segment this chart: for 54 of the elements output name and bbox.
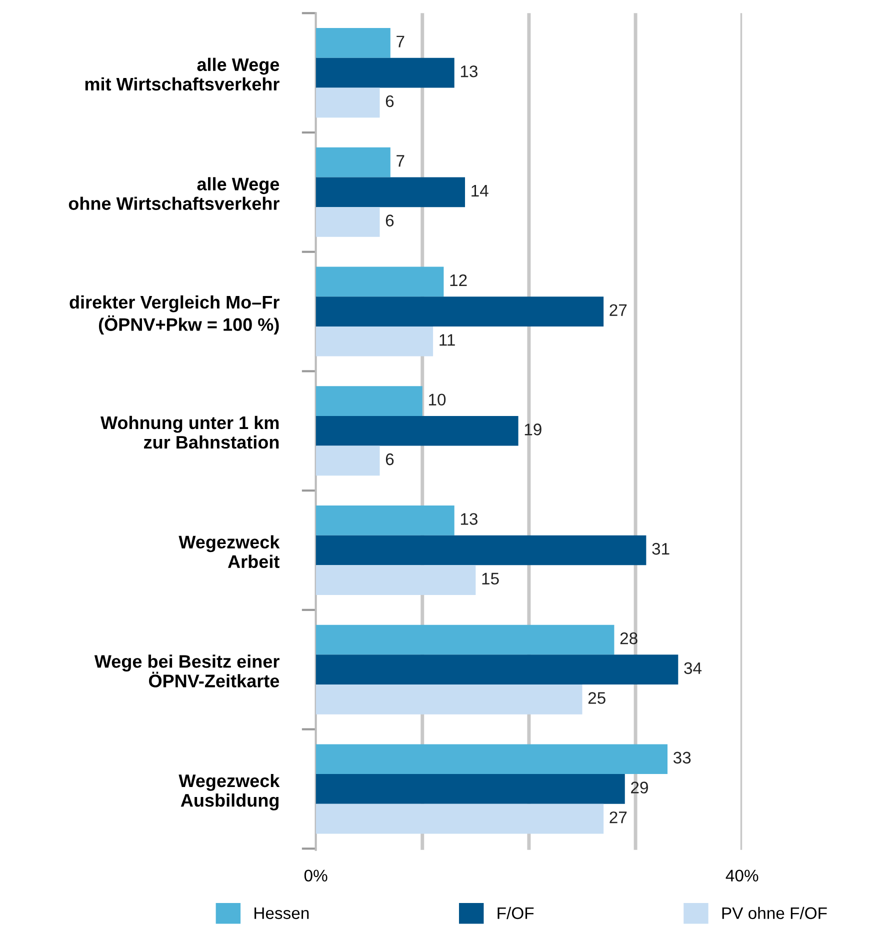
y-tick-label: Wege bei Besitz einer ÖPNV-Zeitkarte bbox=[94, 654, 280, 688]
data-label: 34 bbox=[684, 662, 702, 674]
data-label: 33 bbox=[673, 752, 691, 764]
data-label: 7 bbox=[396, 155, 404, 167]
x-tick-label: 40% bbox=[726, 870, 758, 882]
bar bbox=[316, 774, 625, 804]
bar bbox=[316, 416, 518, 446]
data-label: 13 bbox=[460, 65, 478, 78]
bar bbox=[316, 326, 434, 356]
y-tick-label: alle Wege mit Wirtschaftsverkehr bbox=[85, 58, 280, 91]
bar bbox=[316, 207, 380, 237]
bar bbox=[316, 296, 604, 326]
bar bbox=[316, 386, 422, 416]
x-tick-label: 0% bbox=[304, 870, 328, 882]
data-label: 6 bbox=[386, 214, 394, 226]
bar bbox=[316, 177, 466, 208]
data-label: 6 bbox=[386, 453, 394, 466]
bar bbox=[316, 266, 444, 297]
data-label: 10 bbox=[428, 394, 446, 406]
data-label: 29 bbox=[631, 782, 648, 794]
bar bbox=[316, 505, 454, 536]
data-label: 27 bbox=[610, 304, 627, 316]
bar bbox=[316, 624, 614, 655]
data-label: 13 bbox=[460, 513, 478, 525]
bar bbox=[316, 446, 380, 476]
legend-label: PV ohne F/OF bbox=[722, 906, 827, 920]
y-tick-label: Wohnung unter 1 km zur Bahnstation bbox=[100, 416, 279, 449]
bar bbox=[316, 804, 604, 834]
data-label: 19 bbox=[524, 424, 542, 436]
y-tick-label: direkter Vergleich Mo–Fr (ÖPNV+Pkw = 100 %) bbox=[70, 295, 280, 335]
bar bbox=[316, 58, 454, 88]
bar bbox=[316, 28, 390, 58]
legend-label: Hessen bbox=[254, 907, 309, 920]
bar bbox=[316, 88, 380, 118]
data-label: 12 bbox=[450, 274, 467, 286]
data-label: 7 bbox=[396, 36, 404, 48]
data-label: 27 bbox=[610, 811, 627, 824]
y-tick-label: Wegezweck Arbeit bbox=[178, 535, 280, 568]
data-label: 6 bbox=[386, 95, 394, 108]
data-label: 14 bbox=[472, 185, 488, 196]
y-tick-label: alle Wege ohne Wirtschaftsverkehr bbox=[68, 177, 280, 210]
legend-label: F/OF bbox=[498, 906, 534, 920]
bar bbox=[316, 565, 476, 595]
data-label: 28 bbox=[620, 632, 638, 644]
y-tick-label: Wegezweck Ausbildung bbox=[178, 774, 280, 810]
data-label: 11 bbox=[440, 334, 455, 346]
data-label: 25 bbox=[588, 692, 606, 704]
bar bbox=[316, 147, 390, 178]
data-label: 15 bbox=[482, 572, 499, 585]
bar bbox=[316, 744, 668, 774]
bar bbox=[316, 654, 678, 685]
bar bbox=[316, 684, 582, 714]
bar bbox=[316, 535, 646, 566]
data-label: 31 bbox=[652, 542, 670, 555]
